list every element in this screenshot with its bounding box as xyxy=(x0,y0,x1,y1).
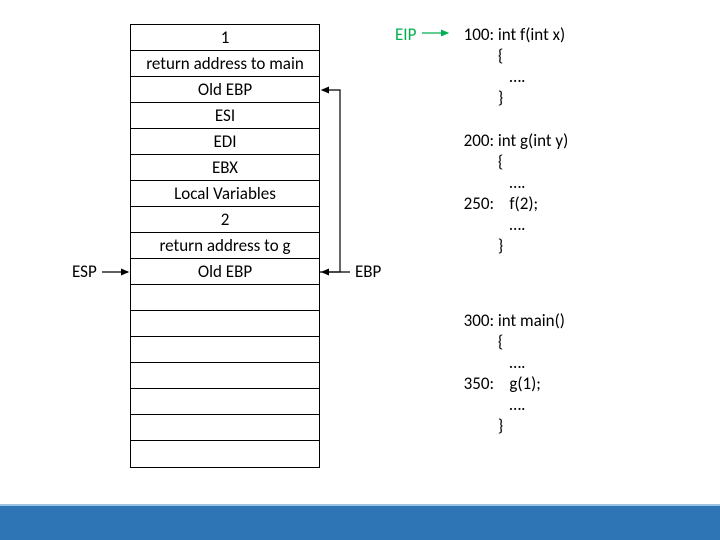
stack-cell xyxy=(131,311,319,337)
stack-cell: 1 xyxy=(131,25,319,51)
stack-cell: EBX xyxy=(131,155,319,181)
stack-cell: Old EBP xyxy=(131,259,319,285)
stack-cell: 2 xyxy=(131,207,319,233)
esp-label: ESP xyxy=(72,261,97,282)
stack-cell: Local Variables xyxy=(131,181,319,207)
stack-cell: return address to g xyxy=(131,233,319,259)
stack-cell xyxy=(131,389,319,415)
stack-table: 1return address to mainOld EBPESIEDIEBXL… xyxy=(130,24,320,468)
stack-cell xyxy=(131,337,319,363)
footer-bar xyxy=(0,504,720,540)
stack-cell: Old EBP xyxy=(131,77,319,103)
stack-cell: ESI xyxy=(131,103,319,129)
stack-cell xyxy=(131,363,319,389)
ebp-label: EBP xyxy=(355,261,381,282)
stack-cell xyxy=(131,415,319,441)
eip-label: EIP xyxy=(395,24,416,45)
stack-cell xyxy=(131,441,319,467)
stack-cell: EDI xyxy=(131,129,319,155)
stack-cell xyxy=(131,285,319,311)
code-block: 200: int g(int y) { ….250: f(2); …. } xyxy=(450,130,568,256)
code-block: 300: int main() { ….350: g(1); …. } xyxy=(450,310,565,436)
code-block: 100: int f(int x) { …. } xyxy=(450,24,565,108)
stack-cell: return address to main xyxy=(131,51,319,77)
